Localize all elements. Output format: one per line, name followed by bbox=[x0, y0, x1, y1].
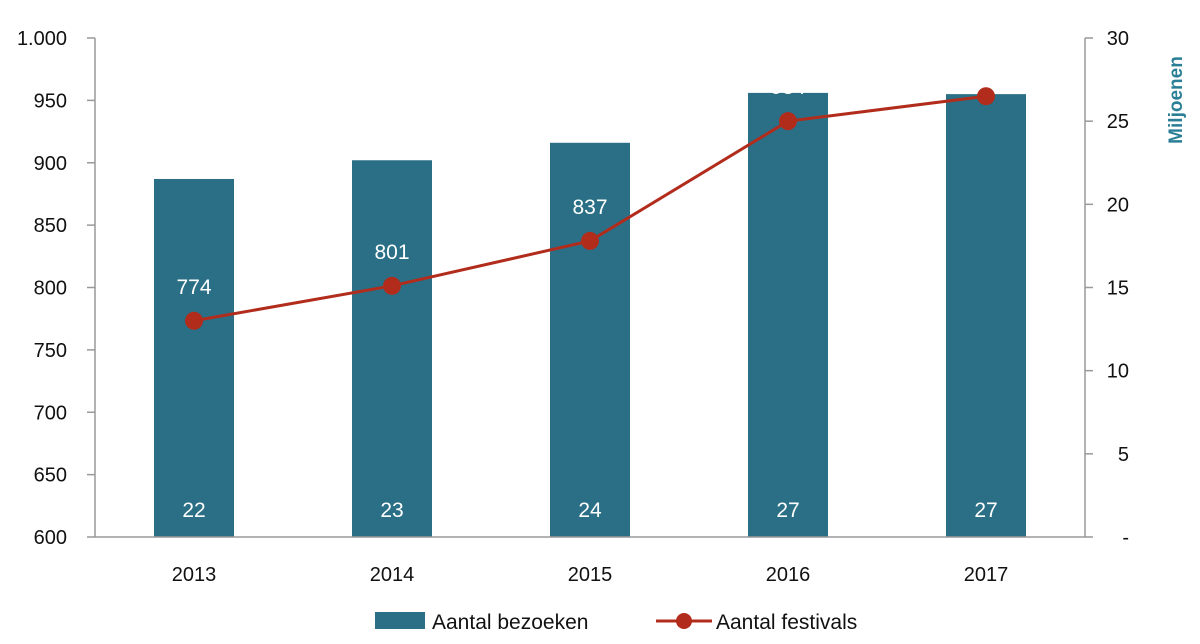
x-axis: 2013 2014 2015 2016 2017 bbox=[95, 536, 1085, 586]
line-point bbox=[779, 112, 797, 131]
left-tick-label: 800 bbox=[34, 278, 67, 300]
bar-data-label: 27 bbox=[974, 499, 997, 522]
x-tick-label: 2014 bbox=[370, 564, 415, 586]
right-axis: - 5 10 15 20 25 30 bbox=[1084, 28, 1129, 549]
line-point bbox=[581, 231, 599, 250]
right-tick-label: 10 bbox=[1107, 361, 1129, 383]
bar bbox=[748, 92, 828, 537]
line-point bbox=[185, 311, 203, 330]
bar-data-label: 22 bbox=[182, 499, 205, 522]
left-tick-label: 650 bbox=[34, 465, 67, 487]
legend-bar-swatch bbox=[375, 612, 425, 629]
line-point bbox=[977, 87, 995, 106]
line-series: 774 801 837 934 954 bbox=[176, 51, 1004, 330]
line-point bbox=[383, 276, 401, 295]
bar-data-label: 24 bbox=[578, 499, 602, 522]
bar bbox=[946, 94, 1026, 537]
bar bbox=[550, 142, 630, 538]
left-tick-label: 700 bbox=[34, 402, 67, 424]
x-tick-label: 2017 bbox=[964, 564, 1009, 586]
x-tick-label: 2013 bbox=[172, 564, 217, 586]
left-tick-label: 1.000 bbox=[17, 28, 67, 50]
right-tick-label: - bbox=[1122, 527, 1129, 549]
left-tick-label: 750 bbox=[34, 340, 67, 362]
bar-data-label: 23 bbox=[380, 499, 403, 522]
right-tick-label: 25 bbox=[1107, 111, 1129, 133]
legend-line-label: Aantal festivals bbox=[716, 611, 857, 634]
x-tick-label: 2015 bbox=[568, 564, 613, 586]
legend: Aantal bezoeken Aantal festivals bbox=[375, 611, 857, 634]
bar bbox=[154, 178, 234, 537]
line-data-label: 837 bbox=[572, 196, 607, 219]
legend-line-marker bbox=[676, 613, 692, 629]
right-tick-label: 20 bbox=[1107, 194, 1129, 216]
line-data-label: 934 bbox=[770, 76, 805, 99]
left-axis: 600 650 700 750 800 850 900 950 1.000 bbox=[17, 28, 96, 549]
left-tick-label: 850 bbox=[34, 215, 67, 237]
left-tick-label: 900 bbox=[34, 153, 67, 175]
left-tick-label: 950 bbox=[34, 90, 67, 112]
x-tick-label: 2016 bbox=[766, 564, 811, 586]
right-tick-label: 30 bbox=[1107, 28, 1129, 50]
right-tick-label: 15 bbox=[1107, 278, 1129, 300]
line-data-label: 774 bbox=[176, 276, 211, 299]
line-data-label: 801 bbox=[374, 241, 409, 264]
right-axis-title: Miljoenen bbox=[1166, 56, 1187, 144]
legend-bar-label: Aantal bezoeken bbox=[432, 611, 588, 634]
left-tick-label: 600 bbox=[34, 527, 67, 549]
line-data-label: 954 bbox=[968, 51, 1003, 74]
bar bbox=[352, 160, 432, 537]
bars: 22 23 24 27 27 bbox=[154, 92, 1026, 538]
right-tick-label: 5 bbox=[1118, 444, 1129, 466]
bar-data-label: 27 bbox=[776, 499, 799, 522]
